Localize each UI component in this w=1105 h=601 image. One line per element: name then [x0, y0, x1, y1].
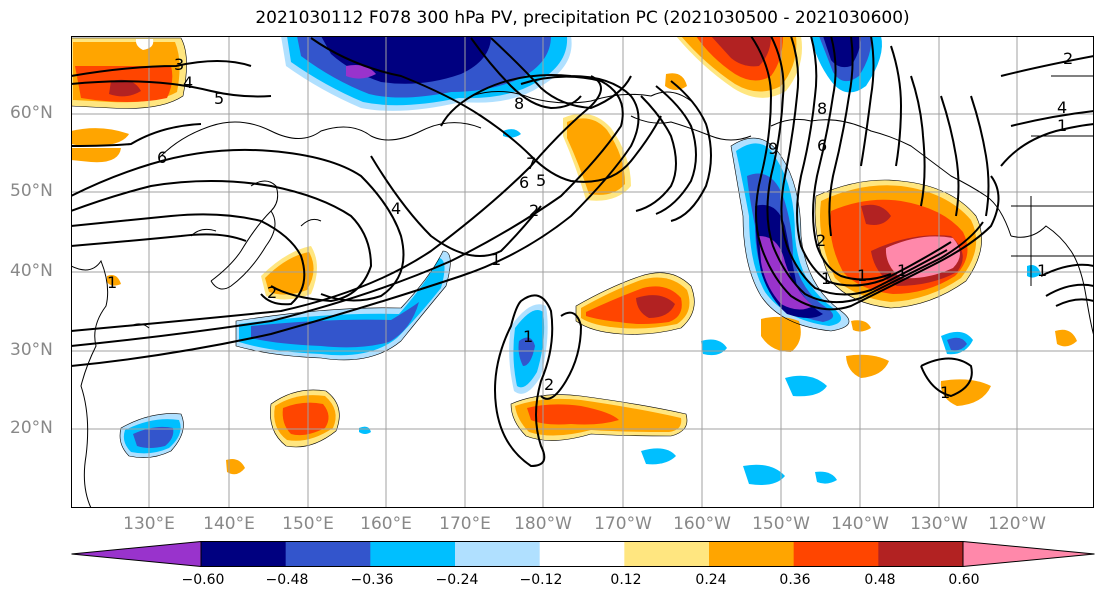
- lat-label: 30°N: [10, 340, 53, 360]
- colorbar-segment: [709, 541, 795, 567]
- contour-label: 5: [536, 171, 546, 190]
- contour-label: 9: [768, 139, 778, 158]
- colorbar-segment: [624, 541, 710, 567]
- lon-label: 150°W: [752, 514, 810, 534]
- contour-label: 4: [183, 73, 193, 92]
- contour-label: 2: [816, 231, 826, 250]
- contour-label: 1: [491, 250, 501, 269]
- contour-label: 1: [523, 327, 533, 346]
- contour-label: 2: [1063, 49, 1073, 68]
- lon-label: 140°E: [203, 514, 255, 534]
- contour-label: 4: [391, 199, 401, 218]
- positive-anomaly-area: [107, 275, 121, 286]
- colorbar-tick-label: −0.24: [435, 572, 479, 588]
- contour-label: 3: [174, 55, 184, 74]
- contour-label: 6: [157, 148, 167, 167]
- negative-anomaly-area: [518, 337, 535, 366]
- contour-label: 8: [817, 99, 827, 118]
- figure-title: 2021030112 F078 300 hPa PV, precipitatio…: [255, 8, 910, 28]
- lat-label: 60°N: [10, 103, 53, 123]
- positive-anomaly-area: [109, 79, 141, 97]
- contour-label: 6: [519, 173, 529, 192]
- colorbar-segment: [539, 541, 625, 567]
- lat-label: 40°N: [10, 261, 53, 281]
- contour-label: 7: [526, 154, 536, 173]
- lon-label: 130°W: [910, 514, 968, 534]
- lon-label: 170°W: [594, 514, 652, 534]
- contour-label: 1: [821, 269, 831, 288]
- map-panel: 3 4 5 6 8 7 6 5 2 4 1 2 1 2 1 9 8 6 2 1 …: [71, 36, 1094, 508]
- contour-label: 1: [107, 273, 117, 292]
- lon-label: 130°E: [123, 514, 175, 534]
- positive-anomaly-area: [851, 320, 871, 332]
- positive-anomaly-area: [1055, 329, 1077, 347]
- contour-label: 8: [514, 94, 524, 113]
- colorbar-segment: [455, 541, 541, 567]
- negative-anomaly-area: [641, 448, 676, 465]
- negative-anomaly-area: [251, 302, 419, 348]
- lon-label: 180°W: [514, 514, 572, 534]
- positive-anomaly-area: [282, 402, 329, 436]
- anomaly-outlines: [71, 37, 982, 458]
- negative-anomaly-area: [947, 337, 967, 351]
- contour-label: 1: [940, 383, 950, 402]
- contour-label: 6: [817, 136, 827, 155]
- colorbar-tick-label: −0.36: [350, 572, 394, 588]
- positive-anomaly-area: [846, 354, 889, 378]
- negative-anomaly-area: [815, 471, 837, 484]
- colorbar-extend-high: [963, 541, 1095, 567]
- colorbar-tick-label: 0.36: [779, 572, 811, 588]
- contour-label: 1: [1037, 261, 1047, 280]
- positive-anomaly-area: [71, 128, 129, 147]
- positive-anomaly-area: [636, 295, 675, 318]
- colorbar-tick-label: −0.48: [265, 572, 309, 588]
- map-svg: 3 4 5 6 8 7 6 5 2 4 1 2 1 2 1 9 8 6 2 1 …: [71, 36, 1094, 508]
- negative-anomaly-area: [346, 65, 376, 79]
- negative-anomaly-area: [785, 375, 827, 397]
- lon-label: 160°E: [360, 514, 412, 534]
- contour-label: 1: [897, 261, 907, 280]
- pv-contour-labels: 3 4 5 6 8 7 6 5 2 4 1 2 1 2 1 9 8 6 2 1 …: [107, 49, 1073, 402]
- lon-label: 120°W: [988, 514, 1046, 534]
- lon-label: 160°W: [673, 514, 731, 534]
- colorbar-segment: [285, 541, 371, 567]
- colorbar: [71, 540, 1095, 571]
- lat-label: 20°N: [10, 418, 53, 438]
- lon-label: 150°E: [282, 514, 334, 534]
- colorbar-tick-label: 0.60: [948, 572, 980, 588]
- negative-anomaly-area: [133, 426, 174, 448]
- positive-anomaly-area: [861, 204, 891, 225]
- positive-anomaly-area: [265, 252, 314, 295]
- colorbar-segment: [793, 541, 879, 567]
- colorbar-svg: [71, 540, 1095, 568]
- lat-label: 50°N: [10, 181, 53, 201]
- colorbar-tick-label: −0.12: [519, 572, 563, 588]
- map-frame: [71, 36, 1094, 508]
- positive-anomaly-area: [527, 404, 619, 425]
- colorbar-segment: [370, 541, 456, 567]
- contour-label: 1: [857, 266, 867, 285]
- colorbar-tick-label: 0.12: [610, 572, 642, 588]
- contour-label: 2: [544, 375, 554, 394]
- colorbar-tick-label: 0.48: [864, 572, 896, 588]
- positive-anomaly-area: [665, 73, 687, 90]
- colorbar-segment: [201, 541, 287, 567]
- negative-anomaly-area: [743, 464, 785, 485]
- colorbar-extend-low: [71, 541, 201, 567]
- contour-label: 5: [214, 89, 224, 108]
- pv-contours: [71, 36, 1094, 468]
- lon-label: 140°W: [831, 514, 889, 534]
- colorbar-tick-label: 0.24: [695, 572, 727, 588]
- colorbar-segment: [878, 541, 964, 567]
- contour-label: 2: [529, 201, 539, 220]
- contour-label: 1: [1057, 116, 1067, 135]
- positive-anomaly-area: [71, 148, 121, 163]
- positive-anomaly-area: [940, 379, 991, 406]
- colorbar-tick-label: −0.60: [181, 572, 225, 588]
- contour-label: 4: [1057, 98, 1067, 117]
- positive-anomaly-area: [226, 459, 245, 475]
- contour-label: 2: [267, 283, 277, 302]
- lon-label: 170°E: [439, 514, 491, 534]
- precip-shading: [71, 36, 1077, 485]
